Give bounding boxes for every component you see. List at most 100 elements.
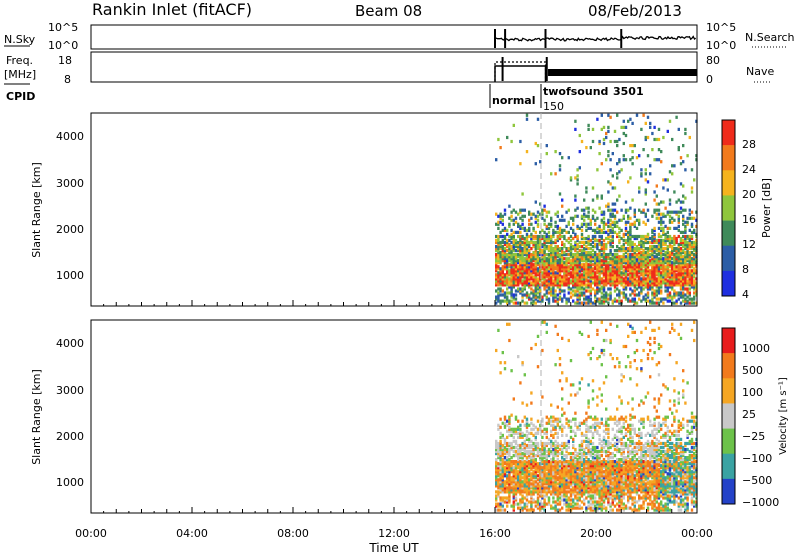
range-cell — [499, 247, 502, 251]
range-cell — [510, 251, 513, 255]
range-cell — [539, 275, 542, 279]
range-cell — [523, 257, 526, 261]
range-cell — [583, 478, 586, 482]
range-cell — [517, 502, 520, 506]
range-cell — [585, 472, 588, 476]
range-cell — [534, 267, 537, 271]
range-cell — [598, 460, 601, 464]
range-cell — [600, 267, 603, 271]
range-cell — [503, 295, 507, 299]
range-cell — [503, 447, 507, 452]
range-cell — [543, 265, 546, 269]
range-cell — [684, 251, 687, 255]
range-cell — [567, 208, 570, 212]
range-cell — [633, 234, 636, 239]
range-cell — [545, 443, 548, 448]
range-cell — [600, 162, 603, 166]
range-cell — [574, 279, 577, 283]
range-cell — [607, 464, 610, 468]
range-cell — [534, 462, 537, 466]
range-cell — [618, 462, 621, 466]
range-cell — [580, 476, 584, 480]
range-cell — [519, 230, 522, 234]
range-cell — [539, 476, 542, 480]
range-cell — [695, 271, 698, 275]
range-cell — [660, 212, 663, 216]
range-cell — [591, 482, 595, 486]
range-cell — [585, 269, 588, 273]
range-cell — [543, 279, 546, 283]
range-cell — [541, 490, 544, 494]
range-cell — [600, 462, 603, 466]
range-cell — [624, 238, 628, 243]
range-cell — [690, 247, 694, 251]
range-cell — [622, 158, 625, 162]
range-cell — [607, 253, 610, 257]
range-cell — [530, 502, 533, 506]
range-cell — [677, 255, 680, 259]
range-cell — [677, 257, 680, 261]
range-cell — [653, 293, 656, 297]
range-cell — [574, 259, 577, 263]
range-cell — [528, 472, 531, 476]
range-cell — [519, 466, 522, 470]
range-cell — [638, 281, 641, 285]
range-cell — [688, 275, 691, 279]
range-cell — [519, 242, 522, 247]
range-cell — [673, 279, 676, 283]
range-cell — [574, 464, 577, 468]
range-cell — [587, 263, 590, 267]
range-cell — [605, 482, 608, 486]
range-cell — [631, 271, 634, 275]
range-cell — [503, 488, 507, 492]
range-cell — [563, 425, 566, 429]
range-cell — [523, 415, 526, 419]
range-cell — [594, 234, 597, 239]
range-cell — [587, 472, 590, 476]
range-cell — [609, 472, 612, 476]
range-cell — [600, 421, 603, 425]
range-cell — [598, 287, 601, 291]
range-cell — [633, 267, 636, 271]
range-cell — [583, 249, 586, 253]
range-cell — [556, 293, 559, 297]
range-cell — [556, 508, 559, 512]
range-cell — [545, 502, 548, 506]
range-cell — [503, 240, 507, 245]
range-cell — [534, 460, 537, 464]
range-cell — [589, 454, 592, 458]
range-cell — [693, 257, 696, 261]
range-cell — [578, 504, 581, 508]
range-cell — [552, 232, 555, 236]
range-cell — [501, 460, 504, 464]
range-cell — [602, 429, 606, 433]
range-cell — [585, 468, 588, 472]
range-cell — [633, 212, 636, 216]
range-cell — [594, 490, 597, 494]
range-cell — [583, 273, 586, 277]
range-cell — [521, 289, 524, 293]
range-cell — [587, 216, 590, 220]
range-cell — [539, 504, 542, 508]
range-cell — [690, 261, 694, 265]
range-cell — [629, 176, 632, 180]
range-cell — [536, 251, 540, 255]
range-cell — [620, 273, 623, 277]
range-cell — [602, 247, 606, 251]
range-cell — [673, 281, 676, 285]
range-cell — [578, 506, 581, 510]
range-cell — [514, 464, 518, 468]
range-cell — [572, 445, 575, 450]
range-cell — [521, 480, 524, 484]
range-cell — [598, 492, 601, 496]
range-cell — [649, 299, 652, 303]
range-cell — [585, 411, 588, 415]
range-cell — [605, 490, 608, 494]
range-cell — [563, 295, 566, 299]
range-cell — [618, 257, 621, 261]
range-cell — [611, 494, 614, 498]
range-cell — [602, 125, 606, 129]
range-cell — [532, 441, 535, 446]
range-cell — [616, 437, 619, 441]
range-cell — [624, 285, 628, 289]
